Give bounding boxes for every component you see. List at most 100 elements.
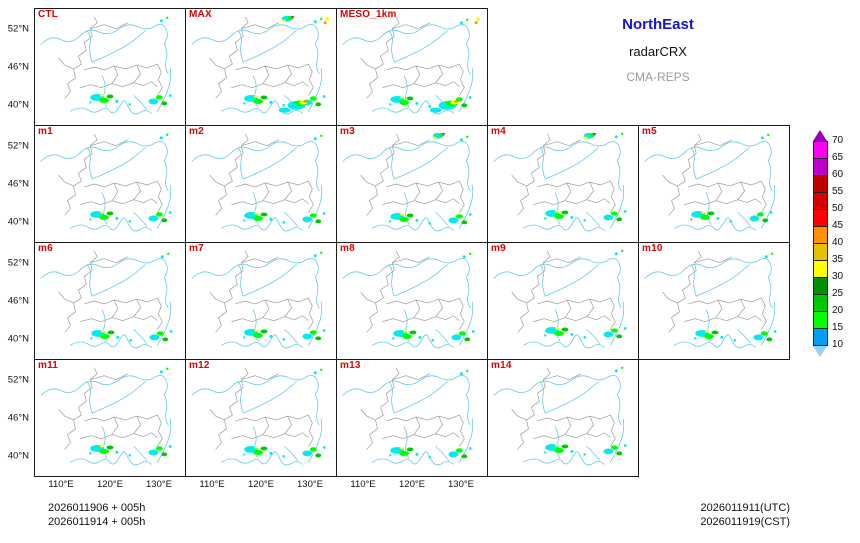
map-canvas	[342, 16, 481, 115]
panel-m4: m4	[487, 125, 639, 243]
colorbar-tick: 30	[832, 271, 844, 282]
y-tick: 46°N	[7, 178, 29, 190]
colorbar-segment	[813, 175, 828, 193]
panel-label: m9	[491, 243, 506, 254]
colorbar-tick: 25	[832, 288, 844, 299]
colorbar-tick: 35	[832, 254, 844, 265]
panel-m2: m2	[185, 125, 337, 243]
panel-row-3: m6 m7 m8 m9 m10	[34, 242, 790, 360]
panel-m9: m9	[487, 242, 639, 360]
x-tick: 130°E	[297, 479, 323, 490]
colorbar-tick: 40	[832, 237, 844, 248]
x-tick: 130°E	[146, 479, 172, 490]
panel-label: m3	[340, 126, 355, 137]
valid-time-utc: 2026011911(UTC)	[700, 502, 790, 514]
colorbar-tick: 45	[832, 220, 844, 231]
panel-row-2: m1 m2 m3 m4 m5	[34, 125, 790, 243]
colorbar-tick: 70	[832, 135, 844, 146]
y-tick: 40°N	[7, 99, 29, 111]
panel-label: m2	[189, 126, 204, 137]
panel-label: m7	[189, 243, 204, 254]
map-canvas	[191, 133, 326, 232]
y-tick: 52°N	[7, 257, 29, 269]
map-canvas	[40, 133, 172, 232]
panel-label: m10	[642, 243, 663, 254]
panel-m1: m1	[34, 125, 186, 243]
panel-label: m4	[491, 126, 506, 137]
panel-label: m8	[340, 243, 355, 254]
panel-label: CTL	[38, 9, 59, 20]
y-axis-row3: 52°N 46°N 40°N	[0, 242, 31, 360]
map-canvas	[342, 367, 474, 466]
map-canvas	[644, 250, 777, 349]
panel-m11: m11	[34, 359, 186, 477]
panel-meso-1km: MESO_1km	[336, 8, 488, 126]
panel-m14: m14	[487, 359, 639, 477]
colorbar-segment	[813, 294, 828, 312]
x-tick: 110°E	[199, 479, 225, 490]
map-canvas	[342, 250, 475, 349]
map-canvas	[493, 132, 627, 232]
colorbar-segment	[813, 158, 828, 176]
colorbar-segment	[813, 311, 828, 329]
x-tick: 120°E	[248, 479, 274, 490]
y-tick: 52°N	[7, 23, 29, 35]
panel-ctl: CTL	[34, 8, 186, 126]
colorbar-tick: 20	[832, 305, 844, 316]
panel-label: MAX	[189, 9, 212, 20]
panel-label: m5	[642, 126, 657, 137]
panel-m12: m12	[185, 359, 337, 477]
colorbar-tick: 65	[832, 152, 844, 163]
legend-region-title: NorthEast	[622, 16, 694, 33]
legend-product-label: radarCRX	[629, 44, 687, 59]
colorbar-tick: 55	[832, 186, 844, 197]
x-axis-col1: 110°E 120°E 130°E	[34, 479, 186, 491]
map-canvas	[644, 133, 776, 232]
map-canvas	[191, 367, 326, 466]
init-time-line1: 2026011906 + 005h	[48, 502, 146, 514]
map-canvas	[40, 250, 173, 349]
colorbar-segment	[813, 243, 828, 261]
colorbar-segment	[813, 192, 828, 210]
colorbar-segments	[813, 141, 828, 346]
panel-max: MAX	[185, 8, 337, 126]
x-axis-col2: 110°E 120°E 130°E	[185, 479, 337, 491]
colorbar-segment	[813, 209, 828, 227]
x-tick: 110°E	[350, 479, 376, 490]
panel-m7: m7	[185, 242, 337, 360]
panel-m6: m6	[34, 242, 186, 360]
colorbar: 70 65 60 55 50 45 40 35 30 25 20 15 10	[813, 130, 843, 357]
x-tick: 120°E	[399, 479, 425, 490]
panel-m10: m10	[638, 242, 790, 360]
map-canvas	[40, 16, 172, 115]
colorbar-tick: 15	[832, 322, 844, 333]
map-canvas	[40, 367, 172, 466]
y-axis-row4: 52°N 46°N 40°N	[0, 359, 31, 477]
panel-m5: m5	[638, 125, 790, 243]
colorbar-segment	[813, 260, 828, 278]
x-tick: 110°E	[48, 479, 74, 490]
panel-m13: m13	[336, 359, 488, 477]
legend-model-label: CMA-REPS	[626, 70, 690, 84]
colorbar-segment	[813, 328, 828, 346]
colorbar-segment	[813, 141, 828, 159]
valid-time-cst: 2026011919(CST)	[700, 516, 790, 528]
panel-label: MESO_1km	[340, 9, 397, 20]
y-tick: 46°N	[7, 412, 29, 424]
legend-block: NorthEast radarCRX CMA-REPS	[570, 16, 746, 84]
y-tick: 40°N	[7, 216, 29, 228]
init-times: 2026011906 + 005h 2026011914 + 005h	[48, 501, 145, 529]
colorbar-tick: 50	[832, 203, 844, 214]
panel-label: m1	[38, 126, 53, 137]
y-tick: 40°N	[7, 450, 29, 462]
x-tick: 120°E	[97, 479, 123, 490]
colorbar-tick: 60	[832, 169, 844, 180]
y-tick: 46°N	[7, 295, 29, 307]
map-canvas	[191, 250, 326, 349]
map-canvas	[493, 249, 627, 349]
panel-label: m11	[38, 360, 59, 371]
panel-label: m14	[491, 360, 512, 371]
colorbar-over-arrow	[813, 130, 827, 141]
map-canvas	[342, 132, 474, 232]
